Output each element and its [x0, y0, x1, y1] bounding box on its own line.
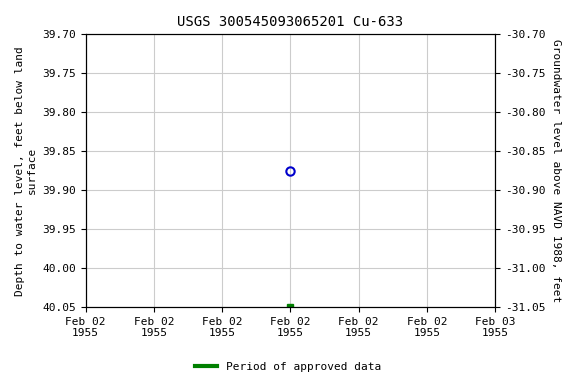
- Y-axis label: Depth to water level, feet below land
surface: Depth to water level, feet below land su…: [15, 46, 37, 296]
- Title: USGS 300545093065201 Cu-633: USGS 300545093065201 Cu-633: [177, 15, 403, 29]
- Legend: Period of approved data: Period of approved data: [191, 358, 385, 377]
- Y-axis label: Groundwater level above NAVD 1988, feet: Groundwater level above NAVD 1988, feet: [551, 39, 561, 302]
